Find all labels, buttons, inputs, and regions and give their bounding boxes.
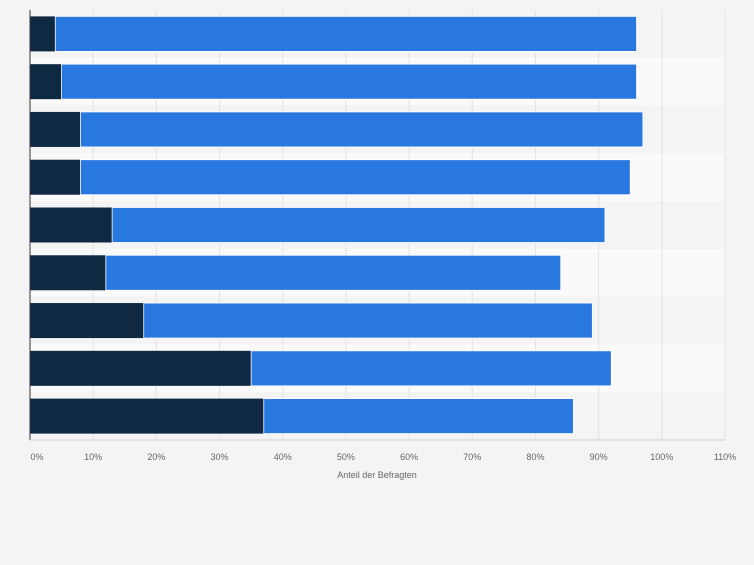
bar-segment-blue (54, 15, 637, 52)
bar-segment-blue (61, 63, 637, 100)
x-tick-label: 90% (590, 452, 608, 462)
bar-segment-dark (30, 207, 113, 243)
x-tick-label: 110% (714, 452, 736, 462)
bar-segment-blue (105, 254, 562, 291)
bar-segment-dark (30, 64, 62, 100)
bar-segment-blue (80, 111, 644, 148)
x-tick-label: 40% (274, 452, 292, 462)
bar-segment-dark (30, 16, 56, 52)
x-tick-label: 50% (337, 452, 355, 462)
axes (29, 10, 725, 441)
bar-segment-blue (263, 398, 574, 435)
x-tick-label: 10% (84, 452, 102, 462)
x-tick-label: 80% (526, 452, 544, 462)
bars (30, 15, 644, 435)
x-tick-label: 70% (463, 452, 481, 462)
bar-segment-blue (80, 159, 631, 196)
bar-segment-blue (111, 207, 606, 243)
x-tick-label: 60% (400, 452, 418, 462)
bar-segment-dark (30, 303, 144, 339)
x-tick-label: 0% (30, 452, 43, 462)
x-tick-label: 20% (147, 452, 165, 462)
bar-segment-dark (30, 398, 264, 434)
x-tick-label: 30% (211, 452, 229, 462)
bar-segment-dark (30, 350, 252, 386)
bar-segment-blue (250, 350, 612, 387)
bar-segment-blue (143, 302, 593, 339)
x-tick-labels: 0% 10% 20% 30% 40% 50% 60% 70% 80% 90% 100% 110% (30, 452, 736, 462)
x-axis-title: Anteil der Befragten (337, 470, 417, 480)
bar-segment-dark (30, 159, 81, 195)
bar-segment-dark (30, 111, 81, 147)
bar-segment-dark (30, 255, 106, 291)
x-tick-label: 100% (650, 452, 673, 462)
